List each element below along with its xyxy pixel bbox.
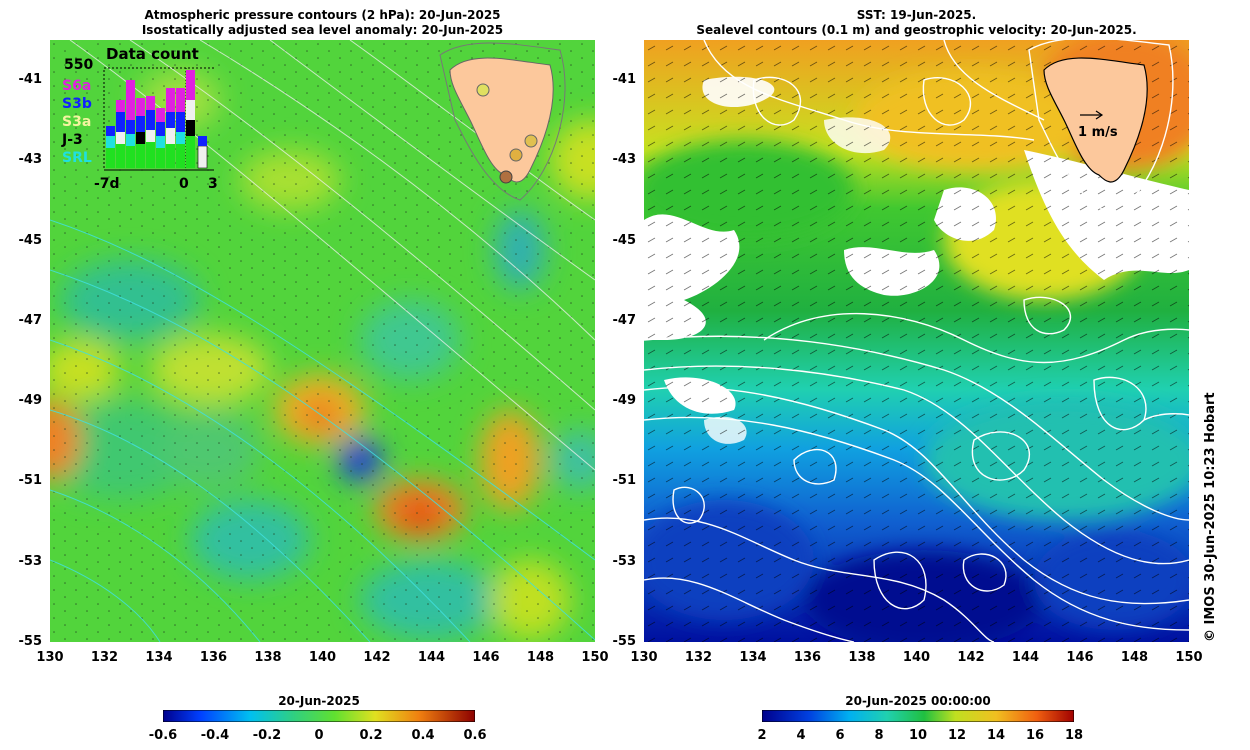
right-colorbar-tick: 6 bbox=[835, 728, 845, 743]
inset-x-label-zero: 0 bbox=[179, 176, 189, 192]
inset-bars bbox=[106, 70, 208, 169]
left-colorbar-title: 20-Jun-2025 bbox=[278, 694, 360, 708]
station-marker[interactable] bbox=[524, 134, 538, 148]
left-x-tick: 140 bbox=[308, 650, 337, 665]
left-colorbar-tick: 0 bbox=[314, 728, 324, 743]
sst-map[interactable] bbox=[644, 40, 1189, 642]
right-x-tick: 142 bbox=[957, 650, 985, 665]
right-colorbar-tick: 2 bbox=[757, 728, 767, 743]
left-y-tick: -55 bbox=[18, 634, 43, 649]
copyright-text: © IMOS 30-Jun-2025 10:23 Hobart bbox=[1203, 392, 1218, 642]
right-colorbar bbox=[762, 710, 1074, 722]
right-y-tick: -41 bbox=[612, 72, 637, 87]
inset-x-label-start: -7d bbox=[94, 176, 120, 192]
station-marker[interactable] bbox=[509, 148, 523, 162]
tasmania-land bbox=[439, 42, 566, 201]
left-x-tick: 142 bbox=[363, 650, 391, 665]
right-x-tick: 148 bbox=[1120, 650, 1149, 665]
left-x-tick: 150 bbox=[581, 650, 609, 665]
right-title-line1: SST: 19-Jun-2025. bbox=[856, 8, 977, 22]
left-title-line1: Atmospheric pressure contours (2 hPa): 2… bbox=[144, 8, 501, 22]
inset-mission-label: S6a bbox=[62, 78, 92, 94]
right-y-tick: -45 bbox=[612, 232, 637, 248]
right-x-tick: 132 bbox=[684, 650, 713, 665]
right-x-tick: 134 bbox=[739, 650, 767, 665]
right-colorbar-tick: 8 bbox=[874, 728, 884, 743]
left-x-tick: 130 bbox=[36, 650, 64, 665]
left-y-tick: -49 bbox=[18, 393, 43, 409]
left-x-tick: 134 bbox=[145, 650, 173, 665]
left-title-line2: Isostatically adjusted sea level anomaly… bbox=[141, 23, 504, 37]
right-colorbar-tick: 18 bbox=[1064, 728, 1084, 743]
left-colorbar-tick: 0.6 bbox=[463, 728, 487, 743]
left-y-tick: -53 bbox=[18, 553, 43, 569]
right-x-tick: 136 bbox=[793, 650, 822, 665]
station-marker[interactable] bbox=[476, 83, 490, 97]
tasmania-land-right bbox=[1028, 40, 1174, 216]
pressure-contours bbox=[50, 219, 595, 642]
right-colorbar-tick: 16 bbox=[1025, 728, 1045, 743]
right-x-tick: 130 bbox=[630, 650, 658, 665]
inset-mission-label: S3a bbox=[62, 114, 92, 130]
inset-max-label: 550 bbox=[64, 57, 94, 73]
left-panel-title: Atmospheric pressure contours (2 hPa): 2… bbox=[50, 8, 595, 38]
right-y-tick: -49 bbox=[612, 393, 637, 409]
inset-mission-label: J-3 bbox=[62, 132, 83, 148]
station-marker[interactable] bbox=[499, 170, 513, 184]
right-y-tick: -51 bbox=[612, 473, 637, 489]
left-colorbar-tick: 0.2 bbox=[359, 728, 383, 743]
velocity-scale-arrow bbox=[1080, 110, 1104, 120]
left-y-tick: -47 bbox=[18, 312, 43, 328]
right-y-tick: -53 bbox=[612, 553, 637, 569]
velocity-scale-label: 1 m/s bbox=[1078, 125, 1118, 140]
sealevel-contours bbox=[644, 40, 1189, 642]
right-panel-title: SST: 19-Jun-2025. Sealevel contours (0.1… bbox=[644, 8, 1189, 38]
left-x-tick: 132 bbox=[90, 650, 119, 665]
right-colorbar-tick: 10 bbox=[908, 728, 928, 743]
right-colorbar-tick: 14 bbox=[986, 728, 1006, 743]
right-colorbar-tick: 12 bbox=[947, 728, 967, 743]
left-x-tick: 138 bbox=[254, 650, 282, 665]
inset-x-label-end: 3 bbox=[208, 176, 218, 192]
inset-title: Data count bbox=[106, 45, 199, 63]
sea-level-anomaly-map[interactable] bbox=[50, 40, 595, 642]
right-x-tick: 144 bbox=[1011, 650, 1040, 665]
right-x-tick: 146 bbox=[1066, 650, 1094, 665]
right-x-tick: 150 bbox=[1175, 650, 1203, 665]
left-y-tick: -45 bbox=[18, 232, 43, 248]
right-colorbar-tick: 4 bbox=[796, 728, 806, 743]
left-colorbar bbox=[163, 710, 475, 722]
right-x-tick: 140 bbox=[902, 650, 931, 665]
left-x-tick: 144 bbox=[417, 650, 446, 665]
left-x-tick: 148 bbox=[526, 650, 555, 665]
left-colorbar-tick: -0.6 bbox=[148, 728, 178, 743]
right-title-line2: Sealevel contours (0.1 m) and geostrophi… bbox=[696, 23, 1137, 37]
data-count-inset bbox=[103, 67, 214, 171]
right-y-tick: -55 bbox=[612, 634, 637, 649]
right-y-tick: -47 bbox=[612, 312, 637, 328]
inset-mission-label: SRL bbox=[62, 150, 92, 166]
inset-mission-label: S3b bbox=[62, 96, 92, 112]
left-y-tick: -41 bbox=[18, 72, 43, 87]
left-y-tick: -43 bbox=[18, 152, 43, 168]
left-x-tick: 146 bbox=[472, 650, 500, 665]
left-x-tick: 136 bbox=[199, 650, 228, 665]
right-x-tick: 138 bbox=[848, 650, 876, 665]
left-y-tick: -51 bbox=[18, 473, 43, 489]
right-y-tick: -43 bbox=[612, 152, 637, 168]
left-colorbar-tick: 0.4 bbox=[411, 728, 435, 743]
left-colorbar-tick: -0.2 bbox=[252, 728, 282, 743]
right-colorbar-title: 20-Jun-2025 00:00:00 bbox=[845, 694, 991, 708]
left-colorbar-tick: -0.4 bbox=[200, 728, 230, 743]
